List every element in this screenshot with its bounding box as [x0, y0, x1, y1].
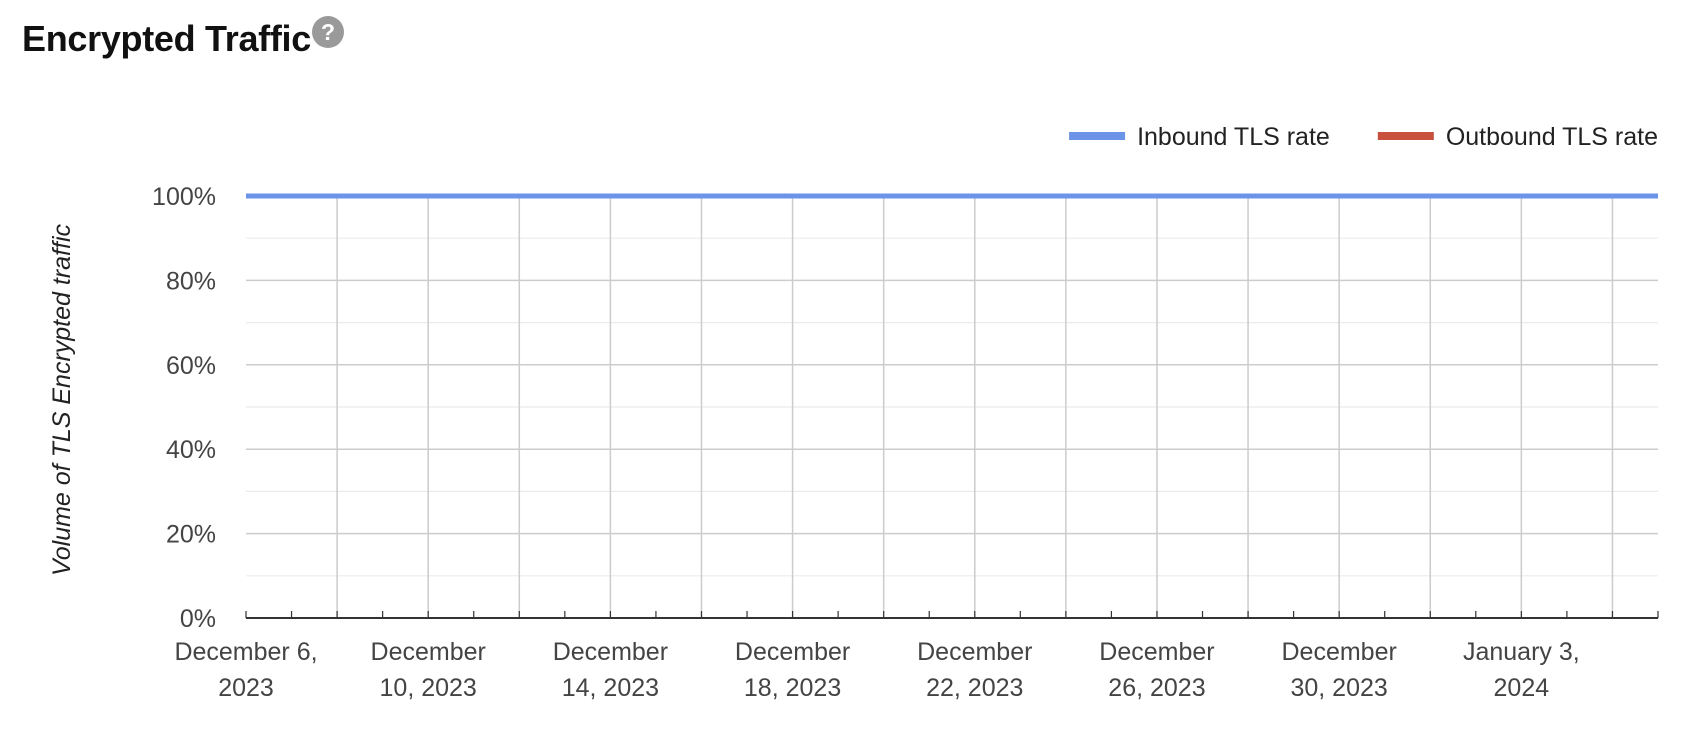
x-tick-label: December 14, 2023: [553, 638, 668, 702]
x-tick-label: January 3, 2024: [1463, 638, 1580, 702]
y-tick-label: 0%: [180, 605, 216, 633]
chart-grid: [246, 195, 1658, 618]
chart-title: Encrypted Traffic: [22, 18, 311, 59]
y-tick-label: 80%: [166, 267, 216, 295]
legend-item[interactable]: Inbound TLS rate: [1069, 123, 1330, 151]
y-tick-label: 20%: [166, 521, 216, 549]
chart-header: Encrypted Traffic ?: [22, 14, 344, 64]
x-tick-label: December 22, 2023: [917, 638, 1032, 702]
x-tick-label: December 10, 2023: [371, 638, 486, 702]
y-tick-label: 40%: [166, 436, 216, 464]
x-tick-label: December 6, 2023: [174, 638, 317, 702]
legend-swatch: [1377, 132, 1434, 140]
svg-text:?: ?: [321, 19, 335, 45]
legend-label: Outbound TLS rate: [1446, 123, 1658, 151]
legend-label: Inbound TLS rate: [1137, 123, 1330, 151]
x-tick-label: December 18, 2023: [735, 638, 850, 702]
y-tick-label: 100%: [152, 183, 216, 211]
chart-legend[interactable]: Inbound TLS rate Outbound TLS rate: [1069, 123, 1658, 151]
help-circle-icon[interactable]: ?: [311, 16, 344, 48]
legend-item[interactable]: Outbound TLS rate: [1377, 123, 1658, 151]
legend-swatch: [1069, 132, 1126, 140]
y-tick-label: 60%: [166, 352, 216, 380]
x-tick-label: December 30, 2023: [1281, 638, 1396, 702]
y-axis-label: Volume of TLS Encrypted traffic: [48, 224, 76, 577]
x-tick-label: December 26, 2023: [1099, 638, 1214, 702]
chart-axes: 0% 20% 40% 60% 80% 100% December 6, 2023 Decembe…: [152, 183, 1659, 702]
